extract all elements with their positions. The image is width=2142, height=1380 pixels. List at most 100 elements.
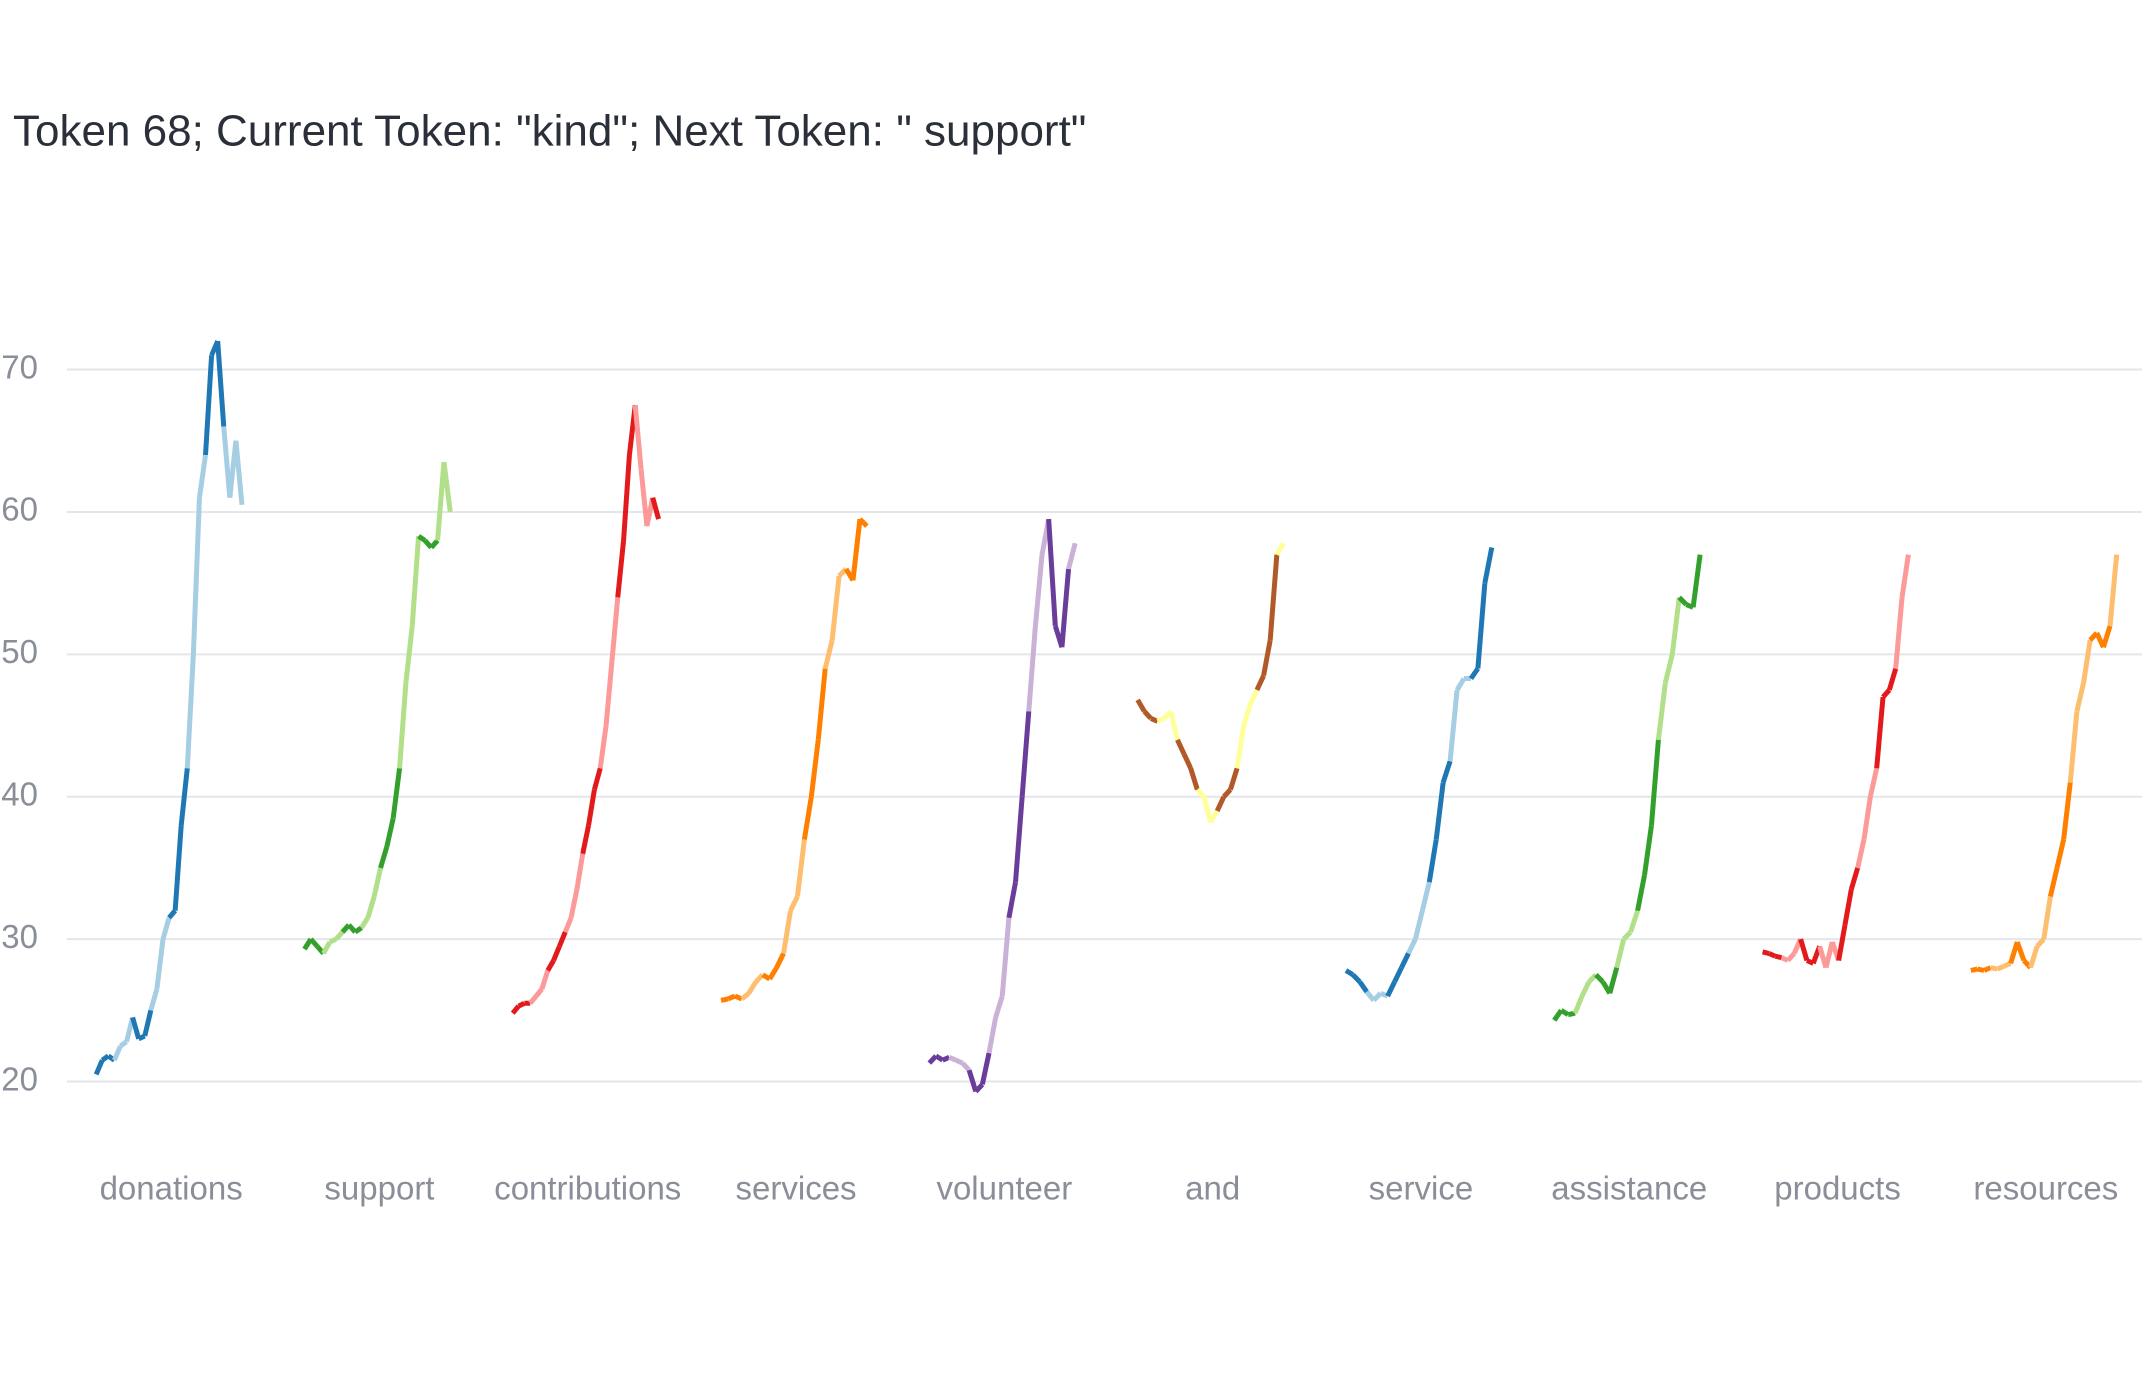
line-segment — [1006, 881, 1018, 919]
line-segment — [850, 518, 863, 581]
line-segment — [927, 1054, 938, 1065]
line-segment — [574, 853, 586, 890]
line-segment — [960, 1061, 971, 1072]
line-segment — [1379, 990, 1389, 999]
line-segment — [948, 1055, 957, 1063]
line-segment — [986, 1017, 999, 1054]
line-segment — [1214, 795, 1227, 813]
line-segment — [1013, 796, 1025, 883]
line-segment — [954, 1057, 964, 1066]
line-segment — [858, 517, 869, 528]
line-segment — [781, 910, 793, 954]
line-segment — [1848, 867, 1861, 891]
line-segment — [733, 993, 743, 1002]
line-segment — [808, 739, 821, 798]
line-segment — [390, 767, 403, 819]
line-segment — [2003, 961, 2012, 969]
line-segment — [545, 959, 556, 972]
line-segment — [597, 725, 609, 769]
line-segment — [1267, 554, 1280, 641]
line-segment — [650, 497, 661, 520]
line-segment — [1357, 980, 1369, 994]
line-segment — [1426, 839, 1439, 883]
line-segment — [321, 940, 333, 955]
line-segment — [178, 767, 190, 826]
line-segment — [1059, 568, 1072, 648]
x-tick-label: and — [1185, 1170, 1240, 1207]
line-segment — [1881, 688, 1892, 699]
line-segment — [378, 845, 390, 869]
line-segment — [1614, 938, 1627, 969]
line-segment — [1399, 952, 1411, 969]
line-segment — [196, 454, 208, 499]
line-segment — [1662, 653, 1675, 684]
line-segment — [119, 1039, 128, 1048]
x-tick-label: services — [736, 1170, 857, 1207]
line-segment — [1762, 949, 1770, 956]
line-segment — [1690, 554, 1703, 608]
line-segment — [1767, 951, 1777, 959]
line-segment — [1572, 995, 1585, 1015]
line-segment — [568, 888, 580, 919]
line-segment — [215, 340, 227, 427]
line-segment — [409, 535, 422, 627]
line-segment — [1149, 716, 1159, 724]
line-segment — [1874, 696, 1886, 769]
line-segment — [609, 597, 621, 662]
line-segment — [365, 895, 377, 919]
line-segment — [2054, 838, 2067, 869]
line-segment — [1234, 725, 1247, 769]
line-segment — [774, 952, 786, 969]
line-segment — [740, 991, 751, 1001]
line-segment — [1669, 597, 1682, 655]
line-segment — [2067, 711, 2080, 783]
x-tick-label: products — [1774, 1170, 1901, 1207]
line-segment — [1241, 703, 1253, 727]
x-tick-label: assistance — [1551, 1170, 1707, 1207]
line-segment — [384, 817, 396, 848]
y-tick-label: 50 — [1, 633, 38, 670]
line-segment — [154, 938, 166, 990]
y-tick-label: 40 — [1, 775, 38, 812]
line-segment — [1621, 930, 1633, 941]
line-segment — [2041, 896, 2053, 940]
line-segment — [435, 461, 447, 541]
line-segment — [993, 995, 1005, 1019]
line-segment — [353, 925, 363, 935]
line-segment — [429, 538, 440, 550]
x-tick-label: volunteer — [936, 1170, 1072, 1207]
line-segment — [1254, 674, 1266, 691]
line-segment — [417, 534, 427, 543]
line-segment — [1579, 980, 1592, 998]
line-segment — [510, 1004, 521, 1015]
line-segment — [727, 993, 736, 1002]
line-segment — [580, 824, 592, 855]
line-segment — [1201, 796, 1213, 824]
line-segment — [1983, 965, 1992, 973]
line-segment — [586, 789, 597, 826]
line-segment — [233, 440, 245, 506]
line-segment — [1168, 710, 1180, 741]
line-segment — [2074, 682, 2086, 712]
line-segment — [767, 966, 779, 981]
line-segment — [1181, 752, 1193, 770]
line-segment — [720, 996, 729, 1003]
line-segment — [603, 661, 615, 726]
line-segment — [1780, 955, 1789, 963]
line-segment — [638, 468, 650, 527]
line-segment — [551, 945, 562, 962]
y-tick-label: 30 — [1, 918, 38, 955]
line-segment — [1344, 968, 1355, 977]
line-segment — [966, 1069, 979, 1093]
line-segment — [1274, 542, 1286, 556]
line-segment — [1066, 542, 1078, 570]
line-segment — [346, 923, 358, 934]
line-segment — [1221, 787, 1233, 799]
line-segment — [1142, 709, 1153, 721]
x-tick-label: service — [1369, 1170, 1474, 1207]
line-segment — [1371, 991, 1383, 1003]
line-segment — [112, 1044, 123, 1062]
line-segment — [1208, 809, 1220, 824]
line-segment — [534, 987, 544, 998]
line-segment — [562, 916, 574, 933]
